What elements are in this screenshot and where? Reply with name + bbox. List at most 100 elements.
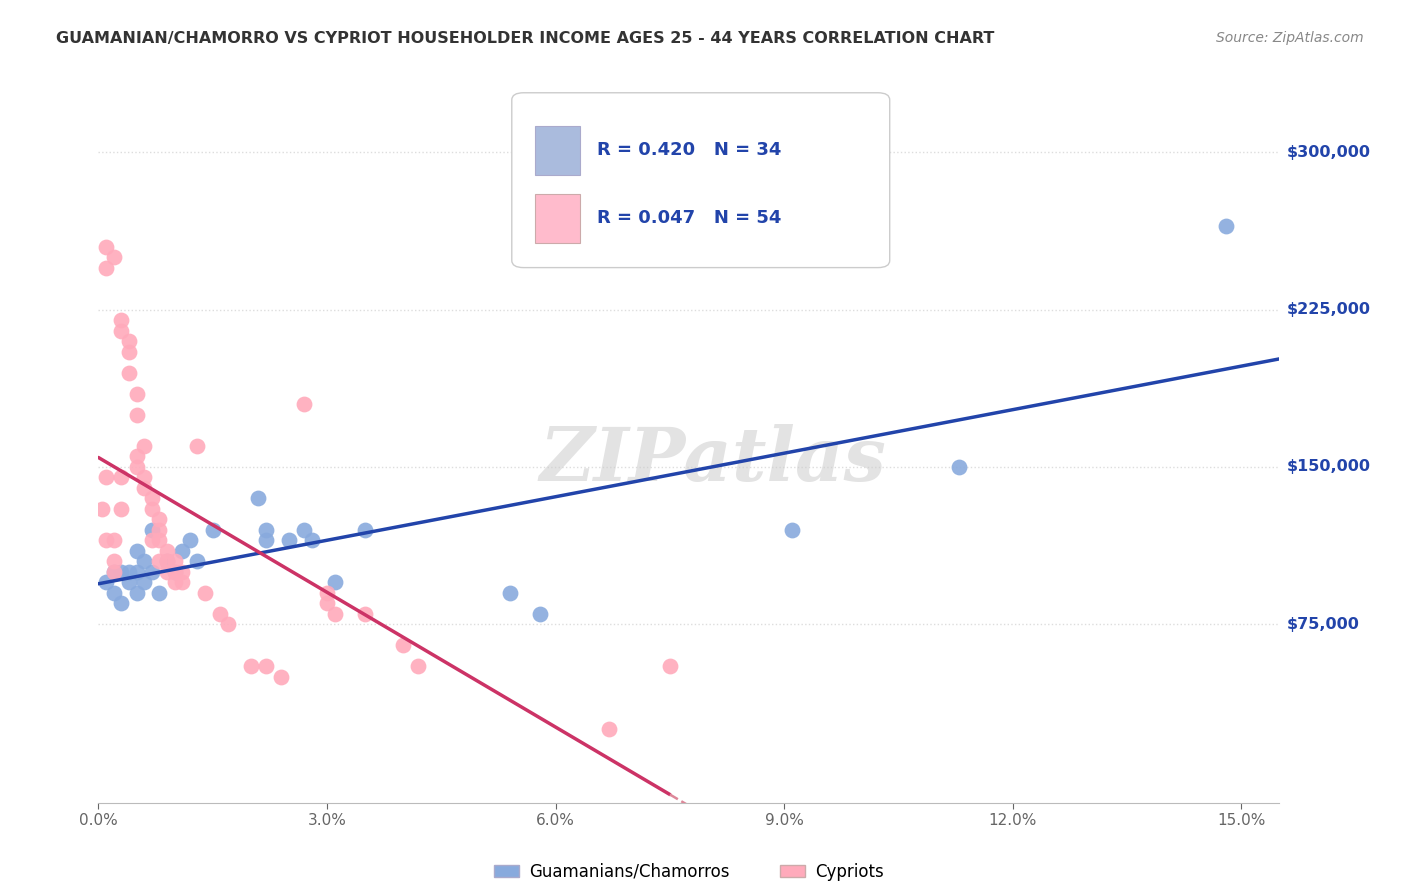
Point — [179, 533, 201, 548]
Point — [163, 565, 186, 579]
Point — [172, 575, 194, 590]
Point — [94, 239, 117, 253]
Point — [292, 523, 315, 537]
Point — [148, 554, 170, 568]
Point — [392, 639, 415, 653]
Point — [103, 586, 125, 600]
Point — [125, 386, 148, 401]
Point — [301, 533, 323, 548]
Point — [292, 397, 315, 411]
Point — [598, 723, 620, 737]
Point — [254, 533, 277, 548]
Point — [110, 313, 132, 327]
Point — [156, 565, 179, 579]
Legend: Guamanians/Chamorros, Cypriots: Guamanians/Chamorros, Cypriots — [488, 856, 890, 888]
Point — [201, 523, 224, 537]
Point — [125, 586, 148, 600]
Point — [125, 460, 148, 475]
Text: R = 0.047   N = 54: R = 0.047 N = 54 — [596, 209, 782, 227]
Point — [91, 502, 114, 516]
Text: $225,000: $225,000 — [1286, 302, 1371, 317]
Point — [163, 565, 186, 579]
Point — [125, 544, 148, 558]
Point — [141, 491, 163, 506]
Point — [103, 554, 125, 568]
Point — [209, 607, 232, 621]
Point — [134, 554, 156, 568]
Point — [316, 586, 339, 600]
Text: Source: ZipAtlas.com: Source: ZipAtlas.com — [1216, 31, 1364, 45]
Point — [948, 460, 970, 475]
Point — [141, 502, 163, 516]
Point — [94, 470, 117, 484]
Point — [316, 596, 339, 610]
FancyBboxPatch shape — [536, 127, 581, 175]
Point — [141, 565, 163, 579]
Point — [110, 502, 132, 516]
Point — [110, 596, 132, 610]
Point — [163, 554, 186, 568]
Point — [118, 366, 141, 380]
Point — [780, 523, 803, 537]
Point — [499, 586, 522, 600]
Text: R = 0.420   N = 34: R = 0.420 N = 34 — [596, 141, 782, 159]
Text: $150,000: $150,000 — [1286, 459, 1371, 475]
Point — [125, 408, 148, 422]
Point — [194, 586, 217, 600]
Text: $75,000: $75,000 — [1286, 617, 1360, 632]
Point — [134, 470, 156, 484]
Point — [270, 670, 292, 684]
Point — [239, 659, 262, 673]
FancyBboxPatch shape — [512, 93, 890, 268]
Point — [103, 250, 125, 264]
Text: GUAMANIAN/CHAMORRO VS CYPRIOT HOUSEHOLDER INCOME AGES 25 - 44 YEARS CORRELATION : GUAMANIAN/CHAMORRO VS CYPRIOT HOUSEHOLDE… — [56, 31, 994, 46]
Point — [148, 533, 170, 548]
Point — [103, 533, 125, 548]
Point — [163, 575, 186, 590]
Point — [354, 523, 377, 537]
Point — [103, 565, 125, 579]
Point — [254, 659, 277, 673]
Point — [217, 617, 239, 632]
Point — [148, 586, 170, 600]
Point — [125, 450, 148, 464]
Point — [172, 565, 194, 579]
Point — [110, 324, 132, 338]
Point — [354, 607, 377, 621]
FancyBboxPatch shape — [536, 194, 581, 243]
Point — [156, 554, 179, 568]
Point — [118, 575, 141, 590]
Point — [323, 575, 346, 590]
Point — [156, 554, 179, 568]
Point — [254, 523, 277, 537]
Point — [408, 659, 430, 673]
Point — [148, 523, 170, 537]
Point — [172, 544, 194, 558]
Point — [277, 533, 299, 548]
Point — [110, 565, 132, 579]
Point — [186, 554, 208, 568]
Point — [134, 481, 156, 495]
Point — [94, 575, 117, 590]
Point — [134, 439, 156, 453]
Point — [323, 607, 346, 621]
Point — [156, 544, 179, 558]
Point — [1215, 219, 1237, 233]
Point — [658, 659, 681, 673]
Point — [134, 575, 156, 590]
Point — [247, 491, 270, 506]
Point — [94, 260, 117, 275]
Point — [118, 565, 141, 579]
Point — [186, 439, 208, 453]
Point — [118, 334, 141, 348]
Point — [141, 533, 163, 548]
Point — [148, 512, 170, 526]
Text: $300,000: $300,000 — [1286, 145, 1371, 160]
Point — [125, 565, 148, 579]
Point — [94, 533, 117, 548]
Point — [529, 607, 551, 621]
Text: ZIPatlas: ZIPatlas — [538, 424, 886, 497]
Point — [110, 470, 132, 484]
Point — [141, 523, 163, 537]
Point — [118, 344, 141, 359]
